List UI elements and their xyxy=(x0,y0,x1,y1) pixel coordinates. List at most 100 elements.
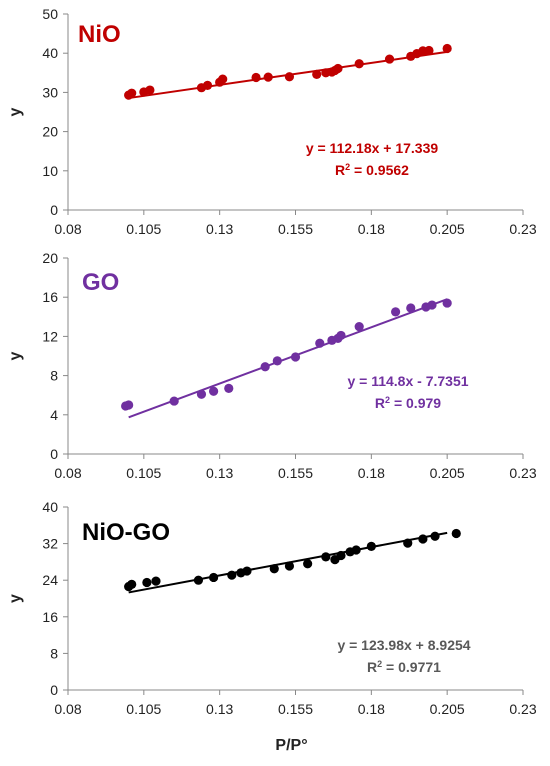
data-point xyxy=(127,88,137,98)
data-point xyxy=(242,566,252,576)
data-point xyxy=(209,386,219,396)
chart-panel-2: 0 8 16 24 32 40 0.08 0.105 0.13 0.155 0.18 0.205 0.2… xyxy=(7,499,537,754)
chart-panel-1: 0 4 8 12 16 20 0.08 0.105 0.13 0.155 0.18 0.205 0.23… xyxy=(7,250,537,481)
r-squared-value: = 0.9771 xyxy=(382,659,441,675)
x-tick-label: 0.18 xyxy=(358,701,385,717)
panel-title: NiO-GO xyxy=(82,519,170,546)
data-point xyxy=(145,85,155,95)
data-point xyxy=(202,80,213,90)
r-squared-value: = 0.9562 xyxy=(350,162,409,178)
trendline-equation: y = 112.18x + 17.339 xyxy=(306,140,439,156)
data-point xyxy=(151,576,161,586)
x-tick-label: 0.08 xyxy=(54,465,81,481)
r-squared-exponent: 2 xyxy=(377,659,382,669)
x-tick-label: 0.23 xyxy=(509,221,536,237)
data-point xyxy=(351,545,361,555)
data-point xyxy=(251,72,261,83)
data-point xyxy=(354,322,364,332)
data-point xyxy=(333,63,343,74)
y-tick-label: 20 xyxy=(42,124,58,140)
x-tick-label: 0.105 xyxy=(126,465,161,481)
y-tick-label: 0 xyxy=(50,202,58,218)
y-axis-label: y xyxy=(7,351,24,360)
data-point xyxy=(384,54,395,64)
data-point xyxy=(142,577,152,588)
x-tick-label: 0.205 xyxy=(430,221,465,237)
data-point xyxy=(424,45,434,56)
x-tick-label: 0.105 xyxy=(126,701,161,717)
data-point xyxy=(196,389,207,399)
r-squared-label: R2 = 0.9771 xyxy=(367,659,441,675)
r-squared-symbol: R xyxy=(335,162,345,178)
y-tick-label: 0 xyxy=(50,682,58,698)
r-squared-value: = 0.979 xyxy=(390,395,441,411)
data-point xyxy=(391,307,401,317)
panel-title: NiO xyxy=(78,21,121,48)
y-tick-label: 0 xyxy=(50,446,58,462)
x-tick-label: 0.105 xyxy=(126,221,161,237)
r-squared-exponent: 2 xyxy=(385,395,390,405)
x-tick-label: 0.205 xyxy=(430,465,465,481)
r-squared-label: R2 = 0.979 xyxy=(375,395,441,411)
y-tick-label: 10 xyxy=(42,163,58,179)
x-tick-label: 0.18 xyxy=(358,465,385,481)
y-tick-label: 24 xyxy=(42,572,58,588)
data-point xyxy=(260,362,270,372)
x-axis-label: P/P° xyxy=(275,737,307,754)
x-tick-label: 0.13 xyxy=(206,465,233,481)
data-point xyxy=(406,303,416,313)
r-squared-exponent: 2 xyxy=(345,162,350,172)
chart-panel-0: 0 10 20 30 40 50 0.08 0.105 0.13 0.155 0.18 0.205 0.… xyxy=(7,6,537,237)
data-point xyxy=(269,564,279,574)
y-tick-label: 4 xyxy=(50,407,58,423)
y-tick-label: 16 xyxy=(42,609,58,625)
x-tick-label: 0.155 xyxy=(278,701,313,717)
y-tick-label: 32 xyxy=(42,536,58,552)
r-squared-symbol: R xyxy=(367,659,377,675)
x-tick-label: 0.18 xyxy=(358,221,385,237)
data-point xyxy=(209,572,219,583)
data-point xyxy=(427,300,437,310)
trendline-equation: y = 123.98x + 8.9254 xyxy=(337,637,470,653)
data-point xyxy=(224,383,234,393)
x-tick-label: 0.08 xyxy=(54,701,81,717)
x-tick-label: 0.08 xyxy=(54,221,81,237)
data-point xyxy=(312,69,322,79)
data-point xyxy=(218,74,228,84)
x-tick-label: 0.23 xyxy=(509,465,536,481)
y-tick-label: 40 xyxy=(42,499,58,515)
data-point xyxy=(284,72,295,82)
data-point xyxy=(336,330,346,341)
r-squared-symbol: R xyxy=(375,395,385,411)
y-tick-label: 8 xyxy=(50,368,58,384)
panel-title: GO xyxy=(82,269,119,296)
x-tick-label: 0.155 xyxy=(278,221,313,237)
trendline-equation: y = 114.8x - 7.7351 xyxy=(347,373,468,389)
data-point xyxy=(127,579,137,589)
data-point xyxy=(403,538,413,548)
data-point xyxy=(303,559,313,569)
data-point xyxy=(442,43,452,54)
data-point xyxy=(336,550,346,561)
y-tick-label: 40 xyxy=(42,45,58,61)
x-tick-label: 0.205 xyxy=(430,701,465,717)
data-point xyxy=(442,298,452,308)
y-tick-label: 12 xyxy=(42,328,58,344)
data-point xyxy=(227,570,237,580)
data-point xyxy=(354,59,364,69)
x-tick-label: 0.13 xyxy=(206,701,233,717)
y-tick-label: 30 xyxy=(42,84,58,100)
x-tick-label: 0.13 xyxy=(206,221,233,237)
y-axis-label: y xyxy=(7,107,24,116)
y-tick-label: 16 xyxy=(42,289,58,305)
data-point xyxy=(315,338,325,348)
data-point xyxy=(418,534,428,544)
data-point xyxy=(290,352,301,362)
data-point xyxy=(169,396,179,406)
data-point xyxy=(321,552,331,562)
r-squared-label: R2 = 0.9562 xyxy=(335,162,409,178)
y-tick-label: 8 xyxy=(50,645,58,661)
data-point xyxy=(284,561,295,571)
data-point xyxy=(272,356,282,366)
